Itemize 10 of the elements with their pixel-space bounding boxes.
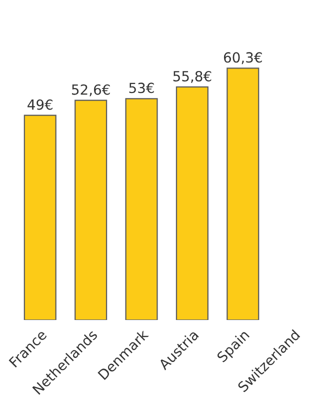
bar [176, 86, 208, 320]
data-label: 49€ [28, 99, 52, 110]
bar [226, 68, 260, 320]
data-label: 55,8€ [173, 70, 212, 83]
bar [74, 100, 108, 320]
bar [125, 98, 158, 320]
bar [24, 114, 56, 320]
data-label: 52,6€ [72, 84, 110, 96]
data-label: 60,3€ [224, 52, 262, 64]
data-label: 53€ [129, 82, 154, 94]
